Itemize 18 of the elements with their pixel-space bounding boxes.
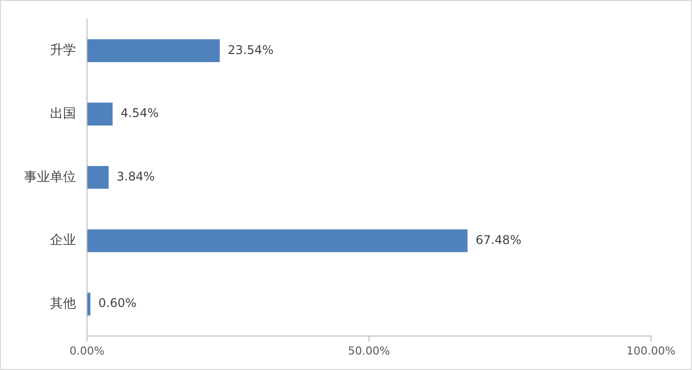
y-tick-label: 出国 bbox=[50, 106, 76, 122]
data-label: 4.54% bbox=[120, 106, 159, 120]
data-label: 0.60% bbox=[98, 296, 137, 310]
y-tick-label: 企业 bbox=[50, 233, 76, 248]
bar bbox=[88, 292, 90, 316]
bar bbox=[88, 102, 113, 126]
data-label: 23.54% bbox=[228, 42, 274, 57]
x-tick-label: 0.00% bbox=[70, 344, 104, 358]
y-tick-label: 其他 bbox=[50, 296, 76, 312]
x-tick-label: 50.00% bbox=[348, 344, 390, 358]
data-label: 67.48% bbox=[476, 232, 522, 247]
x-tick-label: 100.00% bbox=[626, 344, 676, 358]
y-tick-label: 事业单位 bbox=[24, 170, 76, 185]
y-tick-label: 升学 bbox=[50, 43, 76, 58]
data-label: 3.84% bbox=[116, 170, 155, 184]
bar bbox=[88, 166, 109, 189]
bar bbox=[88, 39, 220, 62]
bar bbox=[88, 229, 468, 252]
